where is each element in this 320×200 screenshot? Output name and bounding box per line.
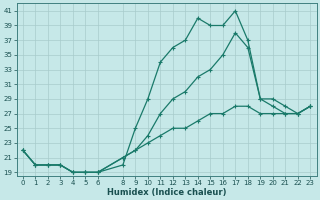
X-axis label: Humidex (Indice chaleur): Humidex (Indice chaleur) [107,188,226,197]
